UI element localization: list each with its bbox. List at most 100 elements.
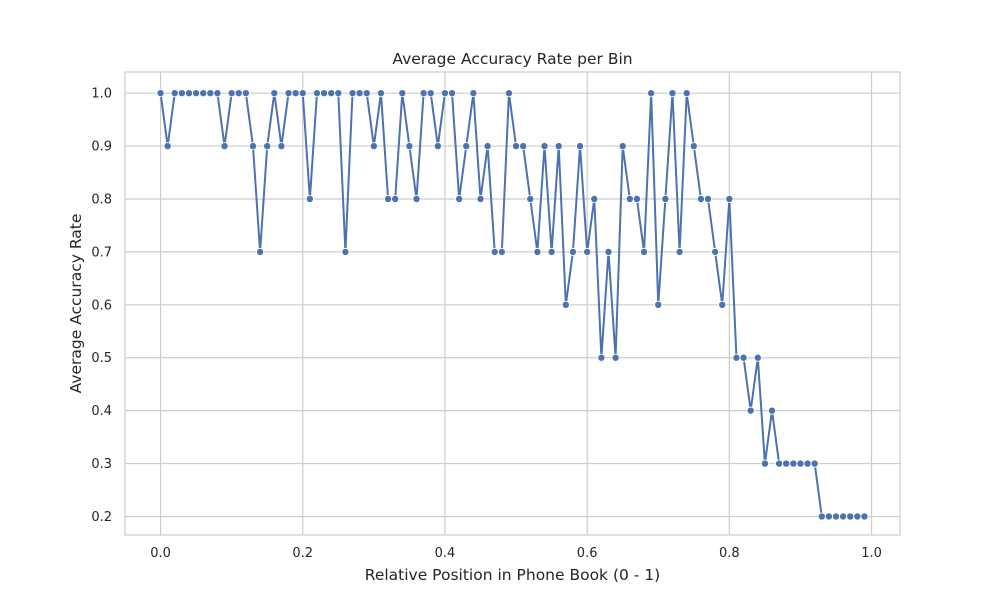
data-point: [483, 142, 492, 151]
data-point: [675, 247, 684, 256]
data-point: [576, 142, 585, 151]
data-point: [398, 89, 407, 98]
data-point: [860, 512, 869, 521]
data-point: [768, 406, 777, 415]
data-point: [334, 89, 343, 98]
data-point: [469, 89, 478, 98]
data-point: [440, 89, 449, 98]
data-point: [533, 247, 542, 256]
data-point: [497, 247, 506, 256]
data-point: [312, 89, 321, 98]
data-point: [689, 142, 698, 151]
data-point: [796, 459, 805, 468]
x-tick-label: 1.0: [861, 546, 882, 561]
data-point: [277, 142, 286, 151]
data-point: [376, 89, 385, 98]
x-tick-label: 0.6: [577, 546, 598, 561]
data-point: [291, 89, 300, 98]
plot-frame: [124, 71, 901, 536]
data-point: [512, 142, 521, 151]
x-tick-label: 0.8: [719, 546, 740, 561]
x-tick-label: 0.0: [150, 546, 171, 561]
data-point: [426, 89, 435, 98]
y-tick-label: 0.9: [91, 140, 112, 155]
data-point: [647, 89, 656, 98]
data-point: [526, 194, 535, 203]
data-point: [348, 89, 357, 98]
y-tick-label: 0.8: [91, 192, 112, 207]
data-point: [384, 194, 393, 203]
data-point: [156, 89, 165, 98]
data-point: [476, 194, 485, 203]
data-point: [725, 194, 734, 203]
data-point: [789, 459, 798, 468]
data-point: [824, 512, 833, 521]
y-tick-label: 1.0: [91, 87, 112, 102]
data-point: [640, 247, 649, 256]
data-point: [711, 247, 720, 256]
x-tick-label: 0.2: [292, 546, 313, 561]
data-point: [391, 194, 400, 203]
data-point: [341, 247, 350, 256]
data-point: [682, 89, 691, 98]
data-point: [746, 406, 755, 415]
data-point: [362, 89, 371, 98]
data-point: [234, 89, 243, 98]
data-point: [298, 89, 307, 98]
data-point: [256, 247, 265, 256]
data-point: [632, 194, 641, 203]
data-point: [739, 353, 748, 362]
series-layer: [156, 89, 869, 521]
data-point: [412, 194, 421, 203]
data-point: [554, 142, 563, 151]
data-point: [604, 247, 613, 256]
data-point: [668, 89, 677, 98]
data-point: [590, 194, 599, 203]
data-point: [718, 300, 727, 309]
data-point: [355, 89, 364, 98]
data-point: [284, 89, 293, 98]
data-point: [561, 300, 570, 309]
data-point: [846, 512, 855, 521]
data-point: [248, 142, 257, 151]
data-point: [625, 194, 634, 203]
data-point: [540, 142, 549, 151]
data-point: [832, 512, 841, 521]
data-point: [753, 353, 762, 362]
data-point: [696, 194, 705, 203]
data-point: [227, 89, 236, 98]
data-point: [775, 459, 784, 468]
y-tick-label: 0.4: [91, 404, 112, 419]
data-point: [369, 142, 378, 151]
data-point: [184, 89, 193, 98]
y-tick-label: 0.2: [91, 510, 112, 525]
data-point: [760, 459, 769, 468]
data-point: [263, 142, 272, 151]
data-point: [199, 89, 208, 98]
data-point: [519, 142, 528, 151]
data-point: [320, 89, 329, 98]
x-axis-label: Relative Position in Phone Book (0 - 1): [365, 566, 660, 584]
data-point: [817, 512, 826, 521]
data-point: [462, 142, 471, 151]
y-tick-label: 0.5: [91, 351, 112, 366]
data-point: [853, 512, 862, 521]
data-point: [597, 353, 606, 362]
data-point: [163, 142, 172, 151]
chart-title: Average Accuracy Rate per Bin: [392, 50, 632, 68]
data-point: [270, 89, 279, 98]
data-point: [448, 89, 457, 98]
data-point: [583, 247, 592, 256]
data-point: [490, 247, 499, 256]
data-point: [241, 89, 250, 98]
x-tick-label: 0.4: [435, 546, 456, 561]
data-point: [327, 89, 336, 98]
y-tick-label: 0.3: [91, 457, 112, 472]
data-point: [220, 142, 229, 151]
data-point: [568, 247, 577, 256]
data-point: [504, 89, 513, 98]
data-point: [305, 194, 314, 203]
data-point: [661, 194, 670, 203]
